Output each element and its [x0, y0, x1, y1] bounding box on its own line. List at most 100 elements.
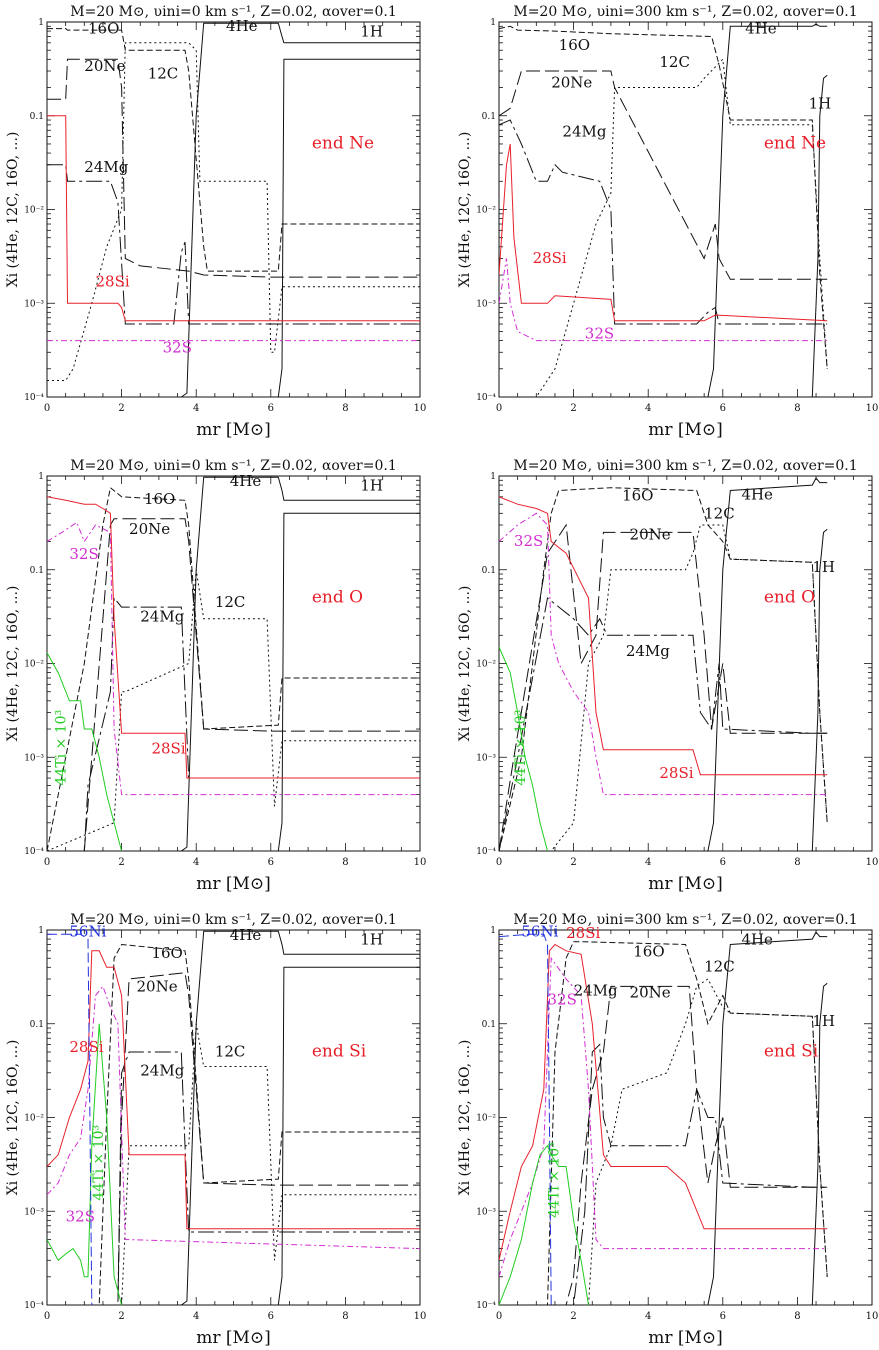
- series-label: 16O: [151, 944, 182, 962]
- x-tick-label: 2: [570, 403, 576, 414]
- series-line-1h: [277, 512, 420, 851]
- series-line-1h: [811, 74, 828, 397]
- y-tick-label: 0.1: [482, 112, 496, 122]
- series-label: 32S: [163, 338, 192, 356]
- x-tick-label: 4: [645, 1311, 651, 1322]
- series-line-12c: [499, 978, 828, 1305]
- y-axis-label: Xi (4He, 12C, 16O, ...): [5, 1040, 21, 1196]
- series-line-12c: [499, 524, 828, 851]
- y-tick-label: 10⁻⁴: [24, 393, 44, 403]
- series-label: 12C: [704, 505, 735, 523]
- y-tick-label: 0.1: [30, 1020, 44, 1030]
- series-line-4he: [47, 476, 420, 851]
- chart-panel-3: M=20 M⊙, υini=0 km s⁻¹, Z=0.02, αover=0.…: [5, 458, 426, 894]
- x-tick-label: 0: [496, 857, 502, 868]
- x-axis-label: mr [M⊙]: [196, 420, 271, 440]
- x-tick-label: 6: [268, 403, 274, 414]
- x-tick-label: 10: [414, 403, 427, 414]
- y-axis-label: Xi (4He, 12C, 16O, ...): [457, 586, 473, 742]
- x-tick-label: 10: [414, 857, 427, 868]
- series-line-20ne: [47, 972, 420, 1305]
- series-label: 28Si: [95, 273, 129, 291]
- chart-panel-4: M=20 M⊙, υini=300 km s⁻¹, Z=0.02, αover=…: [457, 458, 878, 894]
- series-label: 44Ti × 10³: [54, 710, 70, 786]
- y-tick-label: 0.1: [30, 112, 44, 122]
- x-tick-label: 2: [118, 403, 124, 414]
- y-tick-label: 10⁻³: [24, 1207, 44, 1217]
- x-tick-label: 4: [645, 403, 651, 414]
- series-label: 4He: [230, 472, 262, 490]
- series-line-28si: [47, 496, 420, 779]
- series-line-16o: [499, 487, 828, 851]
- series-line-44ti-10-: [47, 652, 123, 851]
- series-label: 4He: [741, 931, 773, 949]
- y-tick-label: 1: [38, 18, 44, 28]
- series-line-24mg: [499, 119, 828, 325]
- series-label: 4He: [230, 926, 262, 944]
- series-label: 28Si: [659, 764, 693, 782]
- y-tick-label: 1: [38, 472, 44, 482]
- series-line-24mg: [47, 596, 420, 851]
- stage-label: end O: [764, 587, 815, 607]
- x-tick-label: 2: [118, 1311, 124, 1322]
- y-tick-label: 10⁻³: [476, 1207, 496, 1217]
- y-tick-label: 10⁻²: [24, 660, 44, 670]
- series-lines: [47, 476, 420, 851]
- series-label: 16O: [622, 486, 653, 504]
- series-label: 28Si: [151, 739, 185, 757]
- y-tick-label: 1: [490, 472, 496, 482]
- series-lines: [47, 930, 420, 1305]
- y-axis-label: Xi (4He, 12C, 16O, ...): [457, 132, 473, 288]
- series-line-4he: [499, 477, 828, 851]
- series-line-44ti-10-: [499, 1144, 589, 1305]
- series-label: 1H: [812, 558, 835, 576]
- chart-title: M=20 M⊙, υini=0 km s⁻¹, Z=0.02, αover=0.…: [70, 458, 396, 474]
- series-line-28si: [499, 496, 828, 776]
- series-label: 20Ne: [129, 520, 170, 538]
- series-label: 1H: [360, 23, 383, 41]
- series-line-1h: [277, 966, 420, 1305]
- x-tick-label: 0: [496, 1311, 502, 1322]
- series-label: 16O: [88, 20, 119, 38]
- x-tick-label: 10: [866, 857, 879, 868]
- y-tick-label: 10⁻²: [476, 660, 496, 670]
- y-tick-label: 0.1: [482, 566, 496, 576]
- x-tick-label: 4: [193, 403, 199, 414]
- x-tick-label: 8: [794, 403, 800, 414]
- series-line-20ne: [499, 985, 828, 1305]
- series-line-16o: [47, 28, 420, 272]
- series-label: 12C: [215, 1042, 246, 1060]
- x-axis-label: mr [M⊙]: [648, 1328, 723, 1348]
- x-tick-label: 8: [342, 857, 348, 868]
- series-label: 4He: [745, 20, 777, 38]
- series-line-1h: [811, 528, 828, 851]
- series-label: 24Mg: [574, 982, 618, 1000]
- series-label: 32S: [585, 325, 614, 343]
- x-tick-label: 2: [118, 857, 124, 868]
- y-tick-label: 10⁻⁴: [24, 1301, 44, 1311]
- series-label: 32S: [547, 991, 576, 1009]
- x-tick-label: 6: [720, 1311, 726, 1322]
- series-line-16o: [499, 941, 828, 1305]
- series-label: 20Ne: [630, 984, 671, 1002]
- series-line-24mg: [499, 1043, 828, 1305]
- series-label: 44Ti × 10³: [547, 1142, 563, 1218]
- chart-title: M=20 M⊙, υini=300 km s⁻¹, Z=0.02, αover=…: [513, 912, 857, 928]
- stage-label: end O: [312, 587, 363, 607]
- series-label: 28Si: [69, 1038, 103, 1056]
- series-line-32s: [47, 985, 420, 1250]
- y-tick-label: 10⁻²: [24, 1114, 44, 1124]
- y-tick-label: 10⁻²: [24, 206, 44, 216]
- x-tick-label: 6: [720, 857, 726, 868]
- series-label: 1H: [812, 1012, 835, 1030]
- x-tick-label: 10: [414, 1311, 427, 1322]
- chart-panel-5: M=20 M⊙, υini=0 km s⁻¹, Z=0.02, αover=0.…: [5, 912, 426, 1348]
- series-label: 12C: [148, 64, 179, 82]
- y-tick-label: 0.1: [482, 1020, 496, 1030]
- series-line-4he: [47, 22, 420, 397]
- x-axis-label: mr [M⊙]: [648, 874, 723, 894]
- x-tick-label: 0: [44, 403, 50, 414]
- x-tick-label: 10: [866, 403, 879, 414]
- series-label: 12C: [659, 53, 690, 71]
